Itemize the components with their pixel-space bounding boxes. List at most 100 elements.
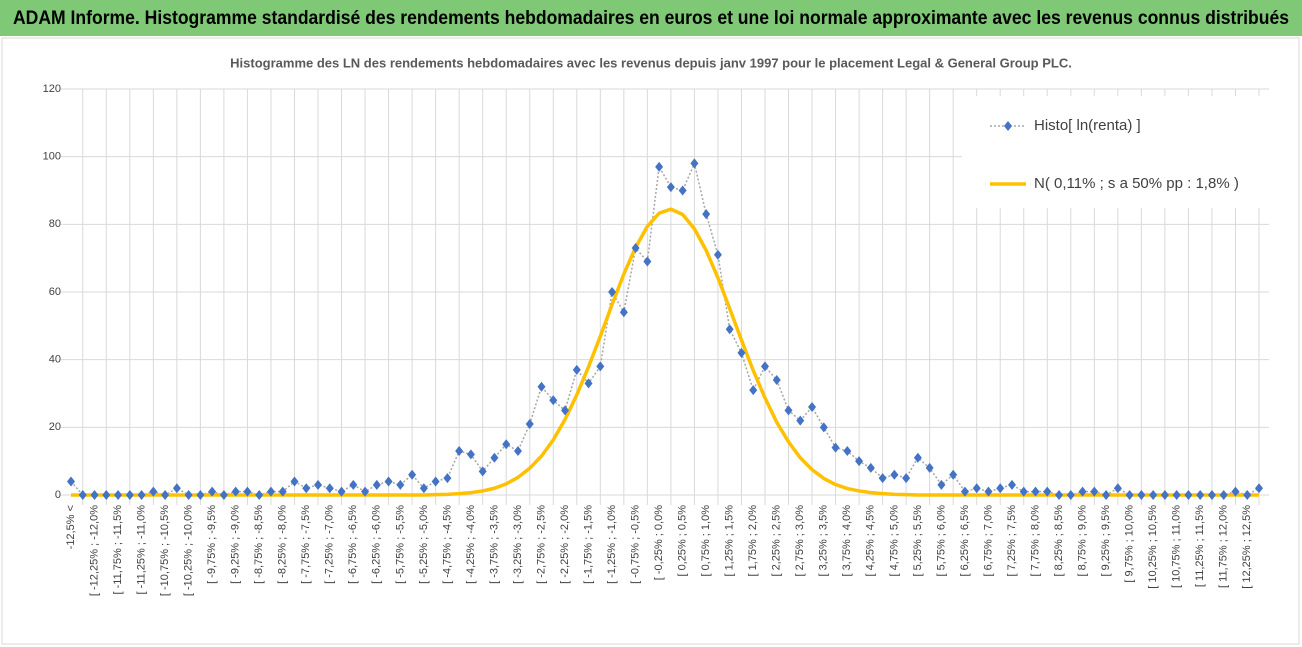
x-tick-label: [ 1,75% ; 2,0% (747, 505, 759, 577)
data-point (784, 405, 793, 416)
x-tick-label: [ 11,25% ; 11,5% (1194, 505, 1206, 587)
x-tick-label: [ -7,25% ; -7,0% (324, 505, 336, 584)
x-tick-label: [ 10,75% ; 11,0% (1171, 505, 1183, 588)
data-point (1243, 490, 1252, 500)
data-point (1255, 483, 1263, 494)
data-point (1055, 490, 1064, 500)
data-point (772, 374, 781, 385)
x-tick-label: [ 6,75% ; 7,0% (982, 505, 994, 577)
data-point (1160, 490, 1169, 500)
data-point (372, 479, 381, 490)
data-point (537, 381, 546, 392)
x-tick-label: [ 8,75% ; 9,0% (1076, 505, 1088, 577)
data-point (737, 347, 746, 358)
data-point (278, 486, 287, 497)
x-tick-label: [ -0,75% ; -0,5% (630, 505, 642, 584)
data-point (337, 486, 346, 497)
data-point (1172, 490, 1181, 500)
data-point (596, 361, 605, 372)
data-point (114, 490, 123, 500)
data-point (1137, 490, 1146, 500)
data-point (996, 483, 1005, 494)
data-point (525, 418, 534, 429)
x-tick-label: [ 12,25% ; 12,5% (1241, 505, 1253, 589)
data-point (384, 476, 393, 487)
x-tick-label: [ -4,25% ; -4,0% (465, 505, 477, 584)
data-point (831, 442, 840, 453)
data-point (678, 185, 687, 196)
x-tick-label: [ 8,25% ; 8,5% (1053, 505, 1065, 577)
data-point (455, 446, 464, 457)
data-point (937, 479, 946, 490)
chart-title: Histogramme des LN des rendements hebdom… (230, 55, 1072, 70)
y-tick-label: 80 (49, 218, 61, 230)
data-point (1219, 490, 1228, 500)
data-point (149, 486, 158, 497)
data-point (1090, 486, 1099, 497)
data-point (125, 490, 134, 500)
legend-label: N( 0,11% ; s a 50% pp : 1,8% ) (1034, 175, 1239, 192)
data-point (1019, 486, 1028, 497)
data-point (619, 307, 628, 318)
data-point (902, 473, 911, 484)
data-point (1196, 490, 1205, 500)
header-bar (0, 0, 1302, 36)
data-point (972, 483, 981, 494)
data-point (172, 483, 181, 494)
data-point (796, 415, 805, 426)
data-point (502, 439, 511, 450)
data-point (349, 479, 358, 490)
data-point (208, 486, 217, 497)
data-point (960, 486, 969, 497)
data-point (760, 361, 769, 372)
x-tick-label: [ -7,75% ; -7,5% (300, 505, 312, 584)
data-point (584, 378, 593, 389)
data-point (361, 486, 370, 497)
data-point (290, 476, 299, 487)
data-point (255, 490, 264, 500)
x-tick-label: [ -5,75% ; -5,5% (394, 505, 406, 584)
legend-label: Histo[ ln(renta) ] (1034, 117, 1141, 134)
data-point (231, 486, 240, 497)
data-point (749, 385, 758, 396)
x-tick-label: [ -4,75% ; -4,5% (441, 505, 453, 584)
data-point (666, 182, 675, 193)
data-point (702, 209, 711, 220)
data-point (466, 449, 475, 460)
data-point (1007, 479, 1016, 490)
data-point (855, 456, 864, 467)
data-point (396, 479, 405, 490)
x-tick-label: [ 2,25% ; 2,5% (771, 505, 783, 577)
data-point (631, 243, 640, 254)
data-point (866, 462, 875, 473)
data-point (713, 249, 722, 260)
y-tick-label: 40 (49, 354, 61, 366)
data-point (219, 490, 228, 500)
data-point (690, 158, 699, 169)
data-point (1043, 486, 1052, 497)
data-point (819, 422, 828, 433)
data-point (478, 466, 487, 477)
data-point (608, 287, 617, 297)
y-tick-label: 100 (43, 151, 61, 163)
data-point (443, 473, 452, 484)
legend-box (962, 96, 1292, 208)
data-point (490, 452, 499, 463)
x-tick-label: [ -12,25% ; -12,0% (88, 505, 100, 596)
data-point (808, 402, 817, 413)
data-point (890, 469, 899, 480)
data-point (549, 395, 558, 406)
y-tick-label: 120 (43, 83, 61, 95)
data-point (513, 446, 522, 457)
data-point (572, 364, 581, 375)
x-tick-label: [ -0,25% ; 0,0% (653, 505, 665, 580)
data-point (1184, 490, 1193, 500)
x-tick-label: [ -1,75% ; -1,5% (582, 505, 594, 584)
x-tick-label: [ -5,25% ; -5,0% (418, 505, 430, 584)
y-tick-label: 0 (55, 489, 61, 501)
data-point (1149, 490, 1158, 500)
data-point (243, 486, 252, 497)
data-point (67, 476, 75, 487)
data-point (266, 486, 275, 497)
data-point (561, 405, 570, 416)
